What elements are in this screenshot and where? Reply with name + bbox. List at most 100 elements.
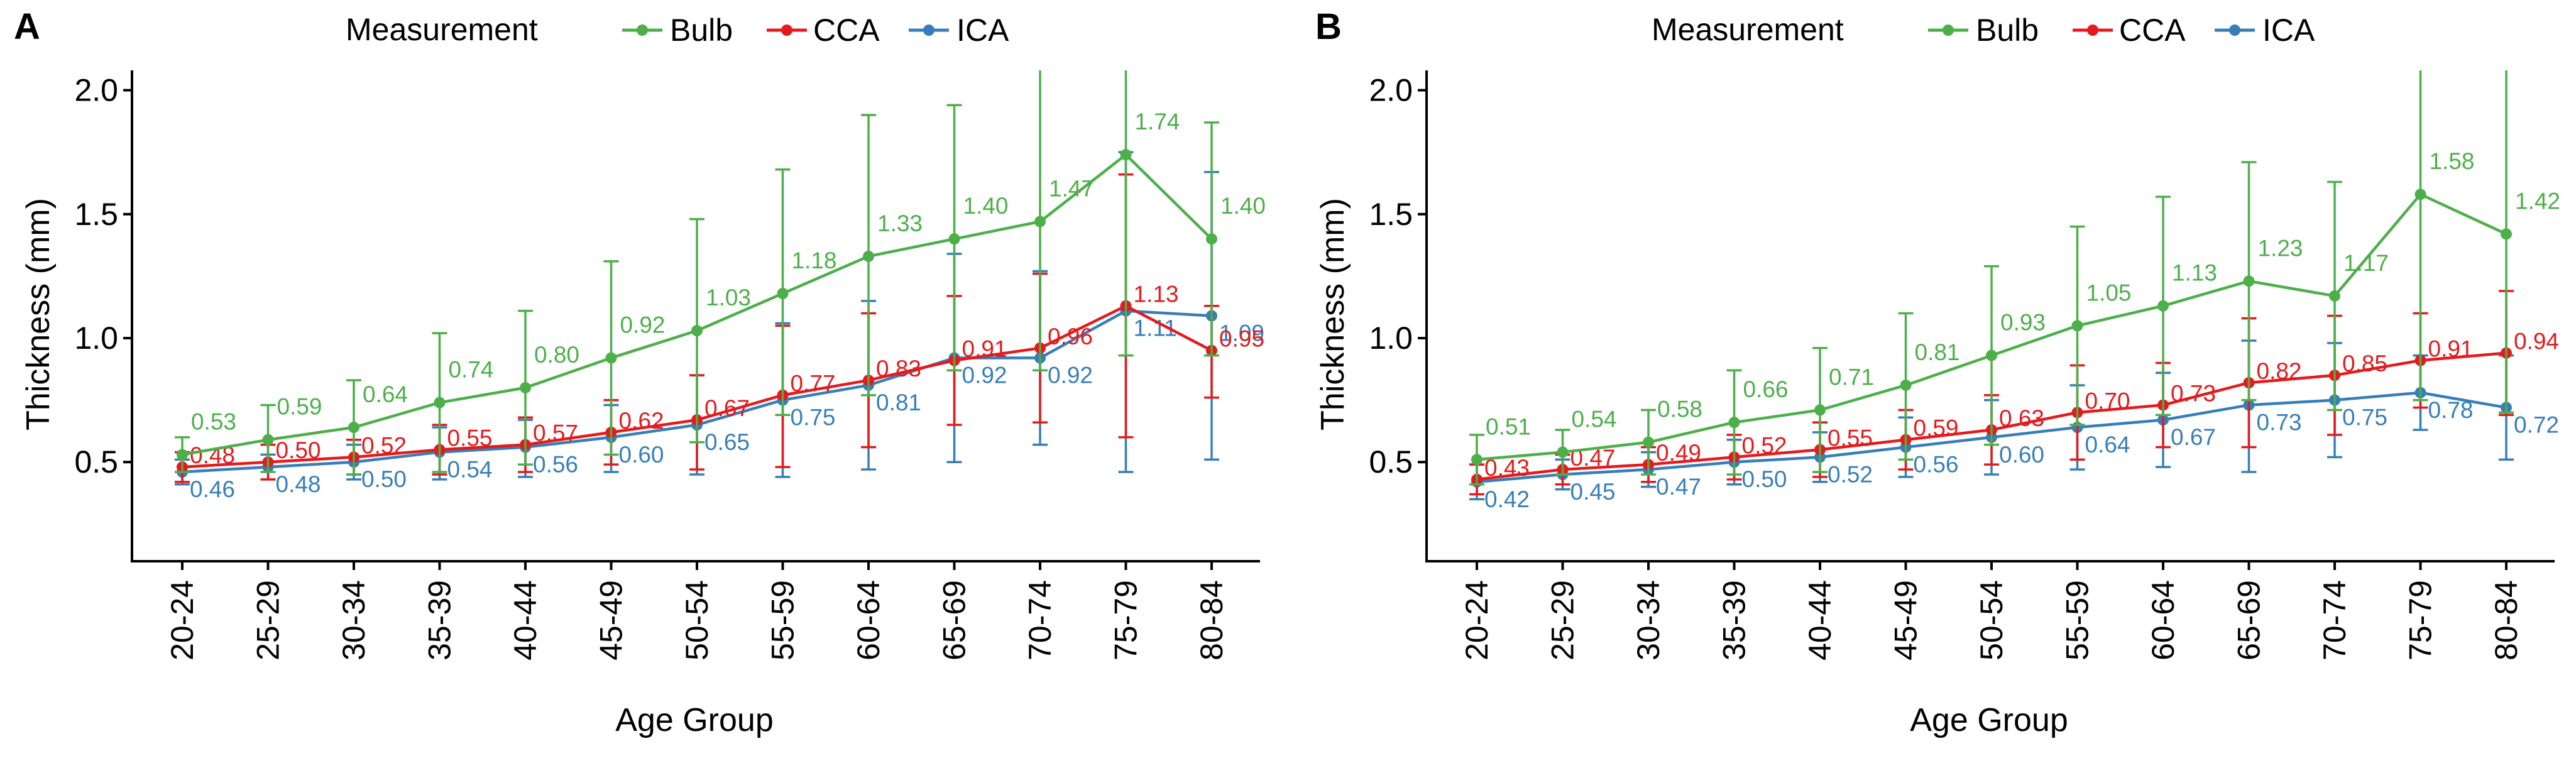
y-axis-title: Thickness (mm) (1315, 198, 1351, 431)
legend-label-bulb: Bulb (670, 13, 733, 48)
data-label: 0.46 (190, 476, 235, 502)
x-tick-label: 25-29 (251, 580, 286, 661)
data-label: 0.58 (1657, 397, 1702, 422)
legend-label-cca: CCA (813, 13, 880, 48)
x-tick-label: 50-54 (679, 580, 715, 661)
x-tick-label: 70-74 (1022, 580, 1058, 661)
data-label: 0.82 (2257, 358, 2302, 384)
legend-marker-cca (781, 25, 792, 36)
data-label: 0.85 (2342, 351, 2387, 376)
data-label: 1.05 (2086, 280, 2132, 305)
data-label: 0.77 (791, 371, 836, 397)
x-tick-label: 20-24 (1459, 580, 1494, 661)
data-point (177, 449, 188, 461)
data-point (1034, 216, 1046, 228)
data-label: 0.65 (704, 429, 750, 455)
data-label: 0.55 (447, 425, 493, 451)
data-label: 0.91 (962, 336, 1007, 362)
data-label: 0.71 (1829, 364, 1874, 390)
data-point (1814, 404, 1826, 416)
legend-label-cca: CCA (2119, 13, 2186, 48)
panel-a: A Measurement Bulb CCA ICA Thickness (mm… (14, 6, 1266, 738)
data-label: 0.60 (619, 442, 664, 468)
legend-marker-ica (2229, 25, 2240, 36)
data-label: 0.70 (2085, 388, 2130, 414)
data-label: 0.52 (361, 432, 407, 458)
plot-marks: 0.46 0.48 0.50 0.54 0.56 0.60 0.65 0.75 0.81 0.92… (175, 70, 1266, 502)
x-tick-label: 20-24 (165, 580, 200, 661)
y-tick-label: 1.5 (74, 197, 118, 232)
data-label: 0.49 (1656, 440, 1701, 466)
y-ticks: 0.5 1.0 1.5 2.0 (1369, 73, 1427, 480)
data-label: 0.73 (2257, 410, 2302, 436)
x-tick-label: 30-34 (1631, 580, 1666, 661)
data-point (1728, 417, 1740, 429)
data-point (777, 288, 789, 299)
legend-marker-bulb (637, 25, 648, 36)
data-label: 1.33 (877, 211, 923, 236)
legend-item-ica: ICA (2215, 13, 2315, 48)
x-tick-label: 60-64 (851, 580, 886, 661)
legend-item-bulb: Bulb (1928, 13, 2039, 48)
data-label: 0.81 (1915, 339, 1960, 365)
data-point (2157, 300, 2169, 312)
data-label: 0.95 (1219, 326, 1264, 352)
x-axis-title: Age Group (1910, 702, 2068, 738)
panel-letter-b: B (1315, 6, 1342, 47)
legend-label-ica: ICA (2262, 13, 2315, 48)
data-point (262, 434, 274, 446)
data-label: 0.52 (1828, 461, 1873, 487)
legend-title: Measurement (1652, 12, 1844, 47)
panel-letter-a: A (14, 6, 40, 47)
legend-item-bulb: Bulb (622, 13, 733, 48)
x-tick-label: 75-79 (1109, 580, 1144, 661)
data-label: 0.56 (1914, 452, 1959, 478)
x-tick-label: 80-84 (1194, 580, 1229, 661)
y-tick-label: 1.0 (74, 321, 118, 356)
data-label: 0.59 (277, 394, 322, 420)
data-point (948, 233, 960, 245)
legend-item-cca: CCA (2073, 13, 2186, 48)
data-label: 1.13 (1134, 282, 1179, 307)
data-point (605, 352, 617, 364)
data-point (348, 422, 359, 433)
data-point (1643, 436, 1654, 448)
data-label: 0.92 (962, 363, 1007, 388)
data-label: 1.74 (1135, 109, 1180, 134)
data-label: 0.59 (1914, 415, 1959, 441)
series-bulb: 0.53 0.59 0.64 0.74 0.80 0.92 1.03 1.18 1.33 1.40… (175, 70, 1266, 476)
panel-b: B Measurement Bulb CCA ICA Thickness (mm… (1315, 6, 2560, 738)
data-label: 0.75 (2342, 405, 2387, 431)
data-point (520, 381, 531, 393)
data-label: 0.47 (1656, 474, 1701, 500)
y-tick-label: 1.0 (1369, 321, 1413, 356)
data-label: 1.17 (2343, 250, 2389, 276)
y-axis-title: Thickness (mm) (20, 198, 57, 431)
x-tick-label: 45-49 (594, 580, 629, 661)
data-label: 0.96 (1048, 324, 1093, 349)
data-label: 0.94 (2514, 329, 2559, 354)
legend-marker-cca (2087, 25, 2098, 36)
y-tick-label: 2.0 (1369, 73, 1413, 108)
y-ticks: 0.5 1.0 1.5 2.0 (74, 73, 132, 480)
data-label: 1.42 (2515, 188, 2560, 214)
plot-marks: 0.42 0.45 0.47 0.50 0.52 0.56 0.60 0.64 0.67 0.73… (1469, 70, 2560, 512)
x-tick-label: 50-54 (1974, 580, 2009, 661)
data-label: 0.81 (876, 390, 921, 415)
data-label: 0.57 (533, 420, 578, 446)
x-tick-label: 65-69 (2232, 580, 2267, 661)
legend-marker-bulb (1943, 25, 1954, 36)
y-tick-label: 0.5 (74, 444, 118, 480)
data-point (1986, 349, 1997, 361)
series-bulb: 0.51 0.54 0.58 0.66 0.71 0.81 0.93 1.05 1.13 1.23… (1469, 70, 2560, 486)
data-point (1120, 149, 1132, 161)
data-label: 0.52 (1742, 432, 1787, 458)
data-label: 0.83 (876, 356, 921, 381)
data-label: 0.74 (449, 357, 494, 383)
legend-marker-ica (923, 25, 934, 36)
data-label: 0.78 (2428, 397, 2474, 423)
data-label: 0.55 (1828, 425, 1873, 451)
x-tick-label: 70-74 (2317, 580, 2352, 661)
x-tick-label: 65-69 (937, 580, 972, 661)
